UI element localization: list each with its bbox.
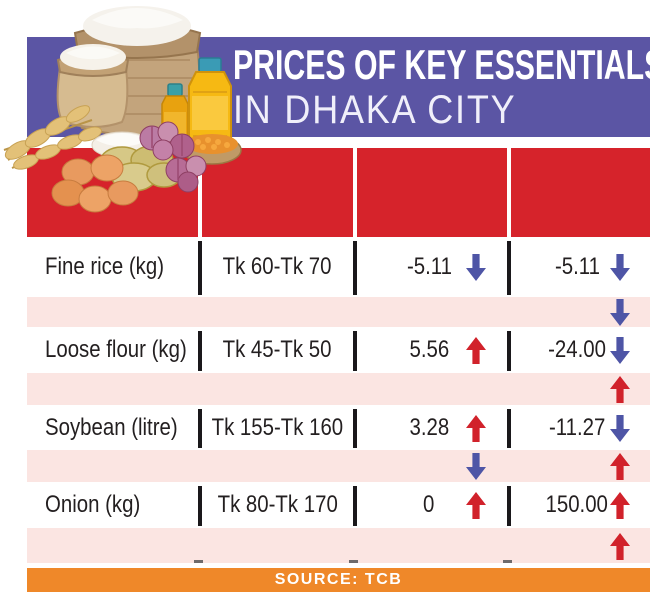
down-arrow-icon bbox=[466, 254, 486, 281]
page-title: PRICES OF KEY ESSENTIALS bbox=[233, 41, 654, 88]
header-column-separator bbox=[198, 148, 202, 237]
column-separator bbox=[353, 241, 357, 295]
table-row: Fine rice (kg) Tk 60-Tk 70 -5.11 -5.11 bbox=[27, 237, 650, 297]
table-row: Soybean (litre) Tk 155-Tk 160 3.28 -11.2… bbox=[27, 405, 650, 450]
down-arrow-icon bbox=[466, 453, 486, 480]
column-separator bbox=[507, 331, 511, 371]
header-column-separator bbox=[353, 148, 357, 237]
cropped-separator-remnant bbox=[349, 560, 358, 563]
eggs-icon bbox=[51, 154, 139, 213]
column-separator bbox=[507, 241, 511, 295]
change-value: -5.11 bbox=[554, 253, 600, 280]
table-row: Onion (kg) Tk 80-Tk 170 0 150.00 bbox=[27, 482, 650, 528]
column-separator bbox=[198, 331, 202, 371]
column-separator bbox=[198, 241, 202, 295]
column-separator bbox=[198, 486, 202, 526]
down-arrow-icon bbox=[610, 337, 630, 364]
change-value: 3.28 bbox=[409, 413, 449, 441]
change-value: 0 bbox=[423, 491, 435, 518]
up-arrow-icon bbox=[610, 532, 630, 560]
table-row: Loose flour (kg) Tk 45-Tk 50 5.56 -24.00 bbox=[27, 327, 650, 373]
stripe-band bbox=[27, 450, 650, 482]
change-value: 150.00 bbox=[545, 491, 609, 518]
item-name: Fine rice (kg) bbox=[45, 253, 165, 280]
column-separator bbox=[507, 409, 511, 448]
column-separator bbox=[353, 486, 357, 526]
stripe-band bbox=[27, 373, 650, 405]
down-arrow-icon bbox=[610, 254, 630, 281]
price-range: Tk 60-Tk 70 bbox=[223, 253, 332, 280]
food-illustration bbox=[3, 6, 242, 213]
onions-icon bbox=[139, 121, 207, 193]
item-name: Soybean (litre) bbox=[45, 413, 178, 441]
column-separator bbox=[507, 486, 511, 526]
header-column-separator bbox=[507, 148, 511, 237]
item-name: Onion (kg) bbox=[45, 491, 141, 518]
up-arrow-icon bbox=[466, 337, 486, 364]
up-arrow-icon bbox=[610, 376, 630, 403]
item-name: Loose flour (kg) bbox=[45, 336, 187, 363]
up-arrow-icon bbox=[610, 492, 630, 519]
change-value: -11.27 bbox=[548, 413, 606, 441]
price-range: Tk 45-Tk 50 bbox=[223, 336, 332, 363]
price-range: Tk 80-Tk 170 bbox=[217, 491, 338, 518]
source-label: SOURCE: TCB bbox=[274, 571, 403, 588]
down-arrow-icon bbox=[610, 299, 630, 326]
price-range: Tk 155-Tk 160 bbox=[211, 413, 344, 441]
stripe-band bbox=[27, 528, 650, 563]
down-arrow-icon bbox=[610, 414, 630, 442]
page-subtitle: IN DHAKA CITY bbox=[233, 88, 517, 132]
source-bar: SOURCE: TCB bbox=[27, 568, 650, 592]
column-separator bbox=[198, 409, 202, 448]
change-value: -5.11 bbox=[406, 253, 452, 280]
wheat-icon bbox=[3, 105, 102, 170]
column-separator bbox=[353, 409, 357, 448]
up-arrow-icon bbox=[610, 453, 630, 480]
cropped-separator-remnant bbox=[503, 560, 512, 563]
cropped-separator-remnant bbox=[194, 560, 203, 563]
column-separator bbox=[353, 331, 357, 371]
stripe-band bbox=[27, 297, 650, 327]
up-arrow-icon bbox=[466, 414, 486, 442]
change-value: -24.00 bbox=[548, 336, 606, 363]
change-value: 5.56 bbox=[409, 336, 449, 363]
up-arrow-icon bbox=[466, 492, 486, 519]
